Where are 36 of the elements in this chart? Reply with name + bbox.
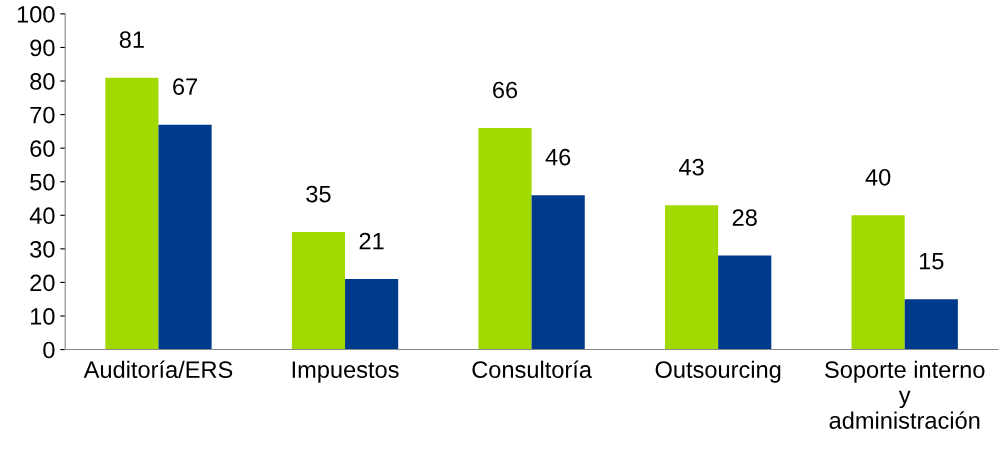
data-label: 66 <box>493 81 518 99</box>
y-tick-label: 90 <box>30 39 55 57</box>
bar <box>664 205 719 350</box>
bar <box>105 77 159 350</box>
x-tick-label: Consultoría <box>472 360 592 379</box>
bar <box>531 195 585 350</box>
data-label: 81 <box>119 31 144 48</box>
x-tick-label: Outsourcing <box>655 360 781 383</box>
y-tick-label: 20 <box>30 274 55 292</box>
data-label: 40 <box>865 168 891 186</box>
bar <box>291 232 346 350</box>
y-tick-label: 80 <box>30 73 55 90</box>
bar <box>478 128 532 350</box>
x-tick-label: Impuestos <box>292 361 399 383</box>
bar <box>904 299 958 350</box>
bar <box>158 124 212 350</box>
bar <box>851 215 905 350</box>
y-tick-label: 40 <box>29 207 55 225</box>
y-tick-label: 30 <box>30 240 55 258</box>
data-label: 67 <box>173 78 198 95</box>
data-label: 43 <box>678 158 704 176</box>
x-tick-label: Soporte interno y administración <box>825 360 985 429</box>
y-tick-label: 100 <box>17 5 55 23</box>
data-label: 21 <box>359 232 384 250</box>
data-label: 15 <box>919 253 944 270</box>
y-tick-label: 10 <box>31 308 55 325</box>
bar <box>345 279 399 350</box>
y-tick-label: 0 <box>43 341 55 359</box>
data-label: 28 <box>732 209 757 226</box>
data-label: 46 <box>545 148 571 166</box>
y-tick-label: 70 <box>30 106 55 124</box>
y-tick-label: 60 <box>30 140 55 157</box>
data-label: 35 <box>306 185 331 203</box>
y-tick-label: 50 <box>30 173 55 191</box>
x-tick-label: Auditoría/ERS <box>83 360 233 379</box>
bar <box>718 255 772 350</box>
